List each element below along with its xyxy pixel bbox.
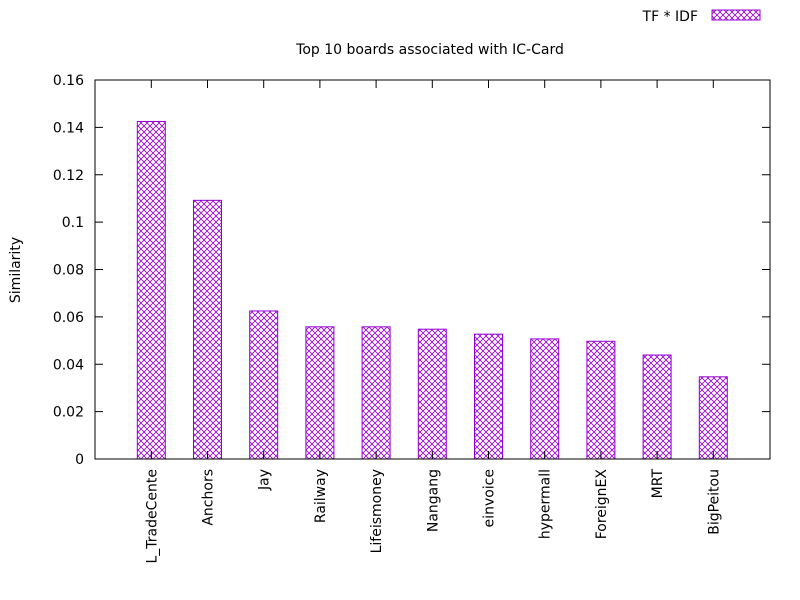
y-tick-label: 0.1 [62, 215, 84, 231]
y-tick-label: 0.06 [53, 310, 84, 326]
bar-l_tradecente [136, 120, 166, 460]
x-tick-label: hypermall [538, 469, 554, 539]
y-tick-label: 0.12 [53, 168, 84, 184]
bar-jay [249, 310, 279, 460]
x-tick-label: MRT [650, 469, 666, 499]
chart-title: Top 10 boards associated with IC-Card [295, 42, 564, 58]
bar-railway [305, 326, 335, 460]
bar-hypermall [530, 338, 560, 460]
x-axis-tick-labels: L_TradeCente Anchors Jay Railway Lifeismoney… [144, 80, 722, 564]
bar-foreignex [586, 340, 616, 460]
y-tick-label: 0.14 [53, 120, 84, 136]
bars [136, 120, 728, 460]
bar-bigpeitou [698, 376, 728, 460]
y-tick-label: 0.16 [53, 73, 84, 89]
bar-lifeismoney [361, 326, 391, 460]
bar-einvoice [474, 333, 503, 460]
legend-label: TF * IDF [642, 9, 698, 25]
x-tick-label: Lifeismoney [369, 469, 385, 553]
bar-anchors [193, 199, 222, 460]
bar-mrt [642, 354, 672, 460]
legend-swatch [711, 9, 761, 21]
y-axis-label: Similarity [8, 237, 24, 303]
y-tick-label: 0 [75, 452, 84, 468]
y-tick-label: 0.08 [53, 263, 84, 279]
x-tick-label: Nangang [425, 469, 441, 532]
x-tick-label: Jay [257, 469, 273, 491]
x-tick-label: Railway [313, 469, 329, 523]
bar-nangang [417, 328, 447, 460]
y-tick-label: 0.04 [53, 357, 84, 373]
y-tick-label: 0.02 [53, 405, 84, 421]
x-tick-label: ForeignEX [594, 469, 610, 540]
x-tick-label: BigPeitou [706, 469, 722, 535]
x-tick-label: L_TradeCente [144, 469, 160, 564]
plot-border [94, 79, 771, 460]
legend: TF * IDF [642, 9, 761, 25]
y-axis-ticks: 0 0.02 0.04 0.06 0.08 0.1 0.12 0.14 0.16 [53, 73, 770, 468]
x-tick-label: Anchors [201, 469, 217, 526]
x-tick-label: einvoice [482, 469, 498, 527]
